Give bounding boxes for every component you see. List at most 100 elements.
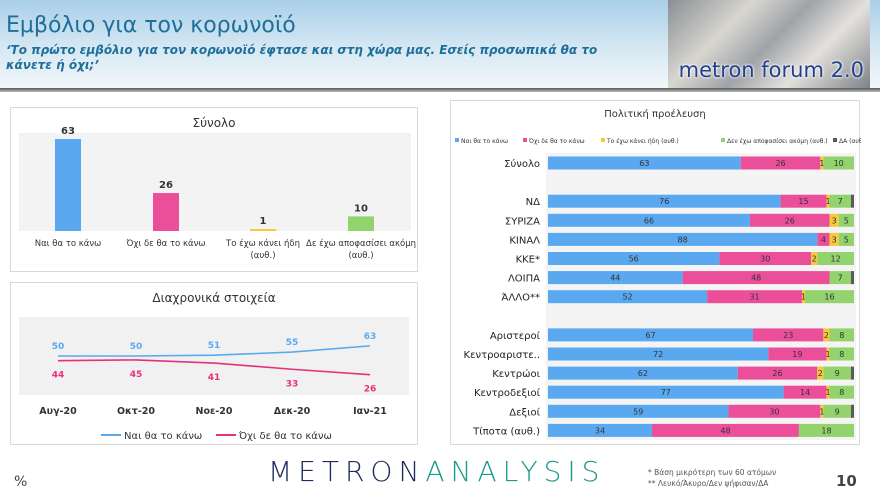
- legend-swatch: [833, 138, 837, 142]
- metron-forum-logo: metron forum 2.0: [668, 0, 870, 88]
- bar-segment: [749, 213, 830, 227]
- bar-segment: [548, 347, 769, 361]
- bar-segment: [823, 156, 854, 170]
- data-label: 15: [798, 197, 808, 206]
- data-label: 18: [821, 426, 831, 435]
- legend-label: Ναι θα το κάνω: [461, 138, 508, 145]
- bar-segment: [850, 366, 854, 380]
- data-label: 30: [769, 407, 779, 416]
- data-label: 44: [610, 274, 620, 283]
- bar: [348, 216, 374, 231]
- data-label: 7: [838, 274, 843, 283]
- chart-title: Σύνολο: [192, 116, 236, 130]
- plot-area: [19, 133, 411, 231]
- legend-label: Ναι θα το κάνω: [124, 430, 202, 442]
- legend-swatch: [455, 138, 459, 142]
- data-label: 34: [595, 426, 605, 435]
- political-chart-panel: Πολιτική προέλευση Ναι θα το κάνω Όχι δε …: [450, 100, 861, 445]
- data-label: 7: [838, 197, 843, 206]
- logo-part2: ANALYSIS: [425, 455, 606, 488]
- data-label: 12: [831, 255, 841, 264]
- trend-line-chart: 50 50 51 55 63 Ναι θα το κάνω 44 45 41 33 26 Όχι δε…: [19, 317, 409, 442]
- bar: [250, 229, 276, 231]
- data-label: 48: [720, 426, 730, 435]
- data-label: 55: [286, 338, 299, 348]
- footnote-1: * Βάση μικρότερη των 60 ατόμων: [648, 468, 777, 477]
- category-label: ΆΛΛΟ**: [502, 292, 540, 304]
- category-label: ΝΔ: [526, 197, 540, 208]
- bar-segment: [740, 156, 821, 170]
- bar-segment: [829, 347, 854, 361]
- chart-title: Πολιτική προέλευση: [604, 109, 706, 120]
- metron-analysis-logo: METRONANALYSIS: [268, 455, 605, 488]
- bar-segment: [838, 232, 854, 246]
- data-label: 5: [844, 216, 849, 225]
- bar-segment: [817, 366, 824, 380]
- data-label: 1: [801, 293, 806, 302]
- legend-swatch: [721, 138, 725, 142]
- bar-segment: [548, 156, 741, 170]
- data-label: 33: [286, 379, 299, 389]
- data-label: 8: [839, 388, 844, 397]
- category-label: (αυθ.): [250, 251, 275, 261]
- category-label: Κεντρώοι: [492, 368, 540, 380]
- data-label: 50: [52, 342, 65, 352]
- data-label: 41: [208, 373, 221, 383]
- bar-segment: [826, 347, 830, 361]
- data-label: 48: [751, 274, 761, 283]
- category-label: Όχι δε θα το κάνω: [126, 238, 206, 249]
- bar-segment: [829, 385, 854, 399]
- bar-segment: [811, 252, 818, 265]
- bar-segment: [780, 194, 827, 208]
- data-label: 23: [783, 331, 793, 340]
- category-label: Το έχω κάνει ήδη: [225, 238, 300, 249]
- data-label: 16: [824, 293, 834, 302]
- legend-label: Όχι δε θα το κάνω: [238, 430, 332, 442]
- x-tick-label: Οκτ-20: [117, 406, 155, 417]
- data-label: 26: [159, 180, 173, 191]
- bar-segment: [737, 366, 818, 380]
- data-label: 14: [800, 388, 810, 397]
- bar-segment: [707, 290, 802, 304]
- data-label: 19: [792, 350, 802, 359]
- bar-segment: [682, 271, 830, 285]
- bar-segment: [823, 328, 830, 342]
- data-label: 8: [839, 350, 844, 359]
- data-label: 1: [825, 388, 830, 397]
- legend-label: Όχι δε θα το κάνω: [528, 138, 585, 145]
- x-tick-label: Δεκ-20: [274, 406, 311, 417]
- category-label: Τίποτα (αυθ.): [472, 425, 540, 437]
- category-label: (αυθ.): [348, 251, 373, 261]
- bar-segment: [817, 252, 854, 265]
- bar-segment: [728, 404, 821, 418]
- bar-segment: [820, 404, 824, 418]
- data-label: 30: [760, 255, 770, 264]
- data-label: 1: [819, 159, 824, 168]
- data-label: 2: [812, 255, 817, 264]
- bar-segment: [820, 156, 824, 170]
- header-divider: [0, 88, 880, 92]
- logo-part1: METRON: [268, 455, 426, 488]
- bar-segment: [829, 194, 851, 208]
- bar-segment: [826, 194, 830, 208]
- chart-title: Διαχρονικά στοιχεία: [152, 291, 276, 305]
- bar-segment: [548, 404, 729, 418]
- data-label: 26: [364, 385, 377, 395]
- data-label: 31: [749, 293, 759, 302]
- category-label: Δε έχω αποφασίσει ακόμη: [306, 238, 416, 249]
- bar-segment: [753, 328, 824, 342]
- bar-segment: [850, 194, 854, 208]
- bar-segment: [783, 385, 827, 399]
- data-label: 3: [832, 216, 837, 225]
- legend-label: Το έχω κάνει ήδη (αυθ.): [606, 138, 679, 145]
- category-label: Ναι θα το κάνω: [35, 239, 102, 249]
- logo-text: metron forum 2.0: [678, 58, 864, 82]
- data-label: 26: [772, 369, 782, 378]
- legend-swatch: [523, 138, 527, 142]
- category-label: ΚΚΕ*: [516, 255, 540, 266]
- bar-segment: [817, 232, 830, 246]
- bar-segment: [548, 232, 818, 246]
- data-label: 26: [785, 216, 795, 225]
- category-label: Κεντροαριστε..: [464, 350, 540, 361]
- data-label: 2: [824, 331, 829, 340]
